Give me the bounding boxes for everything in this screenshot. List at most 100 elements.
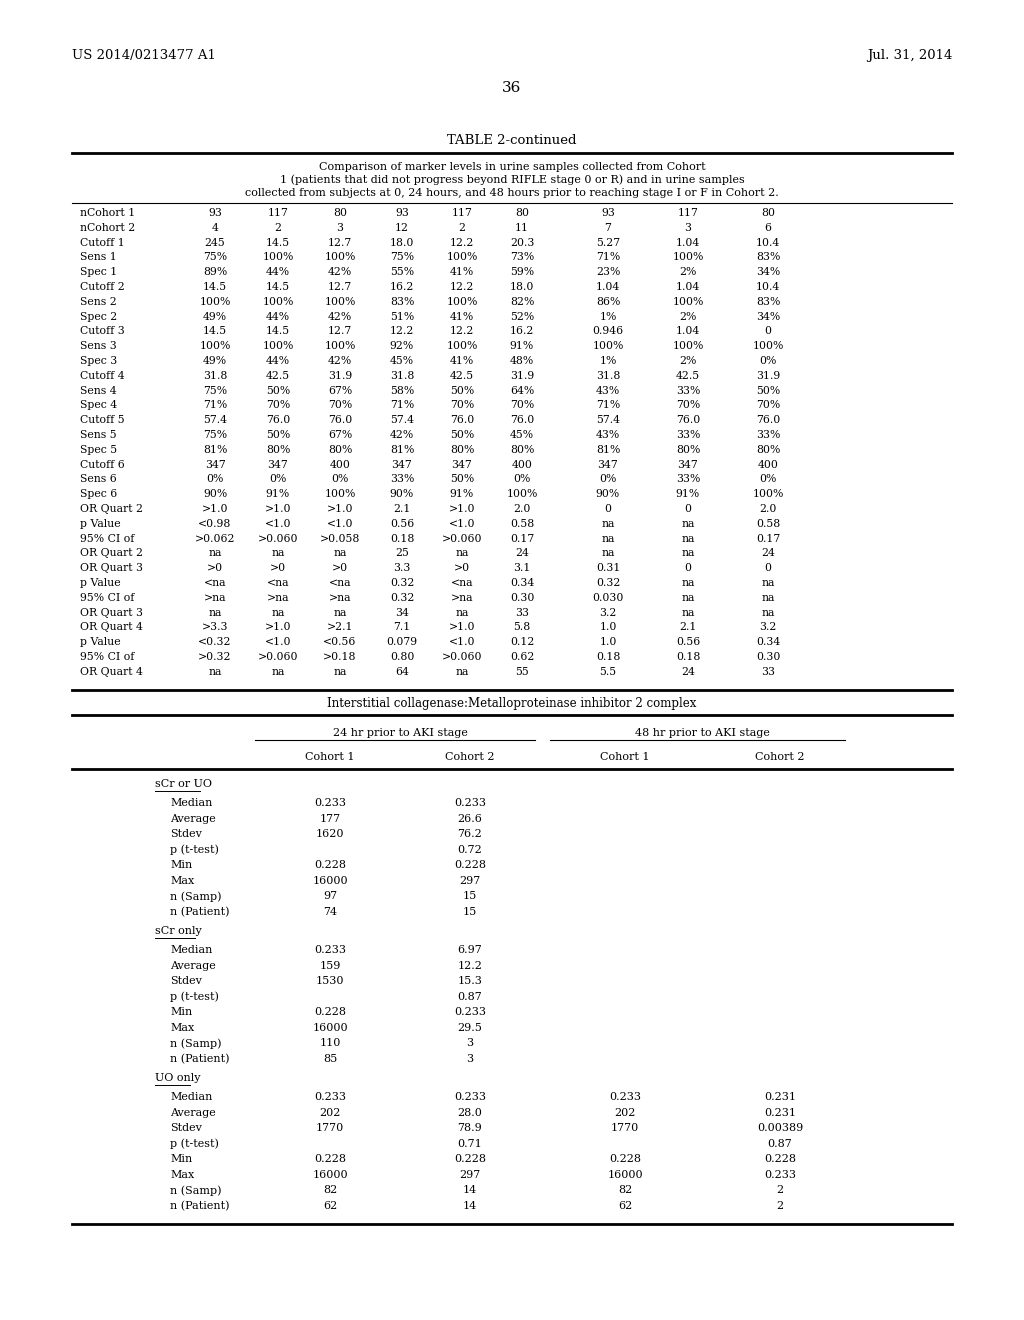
Text: 71%: 71% (203, 400, 227, 411)
Text: 117: 117 (678, 209, 698, 218)
Text: 3.2: 3.2 (599, 607, 616, 618)
Text: na: na (681, 578, 694, 587)
Text: Sens 1: Sens 1 (80, 252, 117, 263)
Text: Cutoff 1: Cutoff 1 (80, 238, 125, 248)
Text: 33%: 33% (676, 385, 700, 396)
Text: 100%: 100% (200, 341, 230, 351)
Text: >0: >0 (332, 564, 348, 573)
Text: 1.04: 1.04 (676, 282, 700, 292)
Text: 85: 85 (323, 1053, 337, 1064)
Text: n (Samp): n (Samp) (170, 1038, 221, 1048)
Text: 2%: 2% (679, 312, 696, 322)
Text: n (Samp): n (Samp) (170, 1185, 221, 1196)
Text: 16.2: 16.2 (390, 282, 414, 292)
Text: Cutoff 2: Cutoff 2 (80, 282, 125, 292)
Text: 90%: 90% (203, 490, 227, 499)
Text: >0.060: >0.060 (441, 652, 482, 663)
Text: 1%: 1% (599, 356, 616, 366)
Text: <na: <na (451, 578, 473, 587)
Text: 74: 74 (323, 907, 337, 917)
Text: 10.4: 10.4 (756, 282, 780, 292)
Text: 2: 2 (776, 1201, 783, 1210)
Text: 0.030: 0.030 (592, 593, 624, 603)
Text: 0%: 0% (760, 356, 776, 366)
Text: 0: 0 (765, 564, 771, 573)
Text: Spec 5: Spec 5 (80, 445, 117, 455)
Text: 3: 3 (684, 223, 691, 232)
Text: Interstitial collagenase:Metalloproteinase inhibitor 2 complex: Interstitial collagenase:Metalloproteina… (328, 697, 696, 710)
Text: Jul. 31, 2014: Jul. 31, 2014 (866, 49, 952, 62)
Text: 0.34: 0.34 (756, 638, 780, 647)
Text: 0: 0 (684, 504, 691, 513)
Text: <na: <na (329, 578, 351, 587)
Text: sCr only: sCr only (155, 925, 202, 936)
Text: 1770: 1770 (611, 1123, 639, 1134)
Text: 15: 15 (463, 907, 477, 917)
Text: >0: >0 (454, 564, 470, 573)
Text: nCohort 1: nCohort 1 (80, 209, 135, 218)
Text: 100%: 100% (753, 341, 783, 351)
Text: 31.9: 31.9 (510, 371, 535, 380)
Text: 44%: 44% (266, 267, 290, 277)
Text: Sens 6: Sens 6 (80, 474, 117, 484)
Text: 50%: 50% (756, 385, 780, 396)
Text: 49%: 49% (203, 356, 227, 366)
Text: 0.228: 0.228 (314, 861, 346, 870)
Text: 3: 3 (337, 223, 343, 232)
Text: 83%: 83% (390, 297, 414, 306)
Text: >0.32: >0.32 (199, 652, 231, 663)
Text: 33%: 33% (756, 430, 780, 440)
Text: 1620: 1620 (315, 829, 344, 840)
Text: 82: 82 (323, 1185, 337, 1196)
Text: 16000: 16000 (312, 1170, 348, 1180)
Text: 41%: 41% (450, 312, 474, 322)
Text: 16.2: 16.2 (510, 326, 535, 337)
Text: na: na (601, 533, 614, 544)
Text: 89%: 89% (203, 267, 227, 277)
Text: 0.946: 0.946 (593, 326, 624, 337)
Text: US 2014/0213477 A1: US 2014/0213477 A1 (72, 49, 216, 62)
Text: >1.0: >1.0 (265, 504, 291, 513)
Text: 25: 25 (395, 548, 409, 558)
Text: 24 hr prior to AKI stage: 24 hr prior to AKI stage (333, 727, 467, 738)
Text: na: na (681, 519, 694, 529)
Text: 347: 347 (678, 459, 698, 470)
Text: 14.5: 14.5 (266, 238, 290, 248)
Text: 347: 347 (205, 459, 225, 470)
Text: 55: 55 (515, 667, 528, 677)
Text: 75%: 75% (203, 252, 227, 263)
Text: 100%: 100% (262, 252, 294, 263)
Text: 3.1: 3.1 (513, 564, 530, 573)
Text: 245: 245 (205, 238, 225, 248)
Text: Cohort 1: Cohort 1 (600, 751, 650, 762)
Text: 76.0: 76.0 (266, 416, 290, 425)
Text: Spec 6: Spec 6 (80, 490, 118, 499)
Text: 33%: 33% (390, 474, 414, 484)
Text: 91%: 91% (266, 490, 290, 499)
Text: p (t-test): p (t-test) (170, 845, 219, 855)
Text: Max: Max (170, 1170, 195, 1180)
Text: 0.80: 0.80 (390, 652, 414, 663)
Text: 0.17: 0.17 (756, 533, 780, 544)
Text: 75%: 75% (390, 252, 414, 263)
Text: 0.58: 0.58 (756, 519, 780, 529)
Text: na: na (681, 533, 694, 544)
Text: 75%: 75% (203, 430, 227, 440)
Text: 90%: 90% (390, 490, 414, 499)
Text: Average: Average (170, 961, 216, 970)
Text: 67%: 67% (328, 385, 352, 396)
Text: 24: 24 (515, 548, 529, 558)
Text: nCohort 2: nCohort 2 (80, 223, 135, 232)
Text: Cohort 2: Cohort 2 (445, 751, 495, 762)
Text: 31.8: 31.8 (596, 371, 621, 380)
Text: 23%: 23% (596, 267, 621, 277)
Text: 93: 93 (208, 209, 222, 218)
Text: na: na (271, 548, 285, 558)
Text: 59%: 59% (510, 267, 535, 277)
Text: 31.9: 31.9 (328, 371, 352, 380)
Text: 71%: 71% (596, 400, 621, 411)
Text: Stdev: Stdev (170, 977, 202, 986)
Text: >na: >na (329, 593, 351, 603)
Text: 0.079: 0.079 (386, 638, 418, 647)
Text: 12.2: 12.2 (450, 326, 474, 337)
